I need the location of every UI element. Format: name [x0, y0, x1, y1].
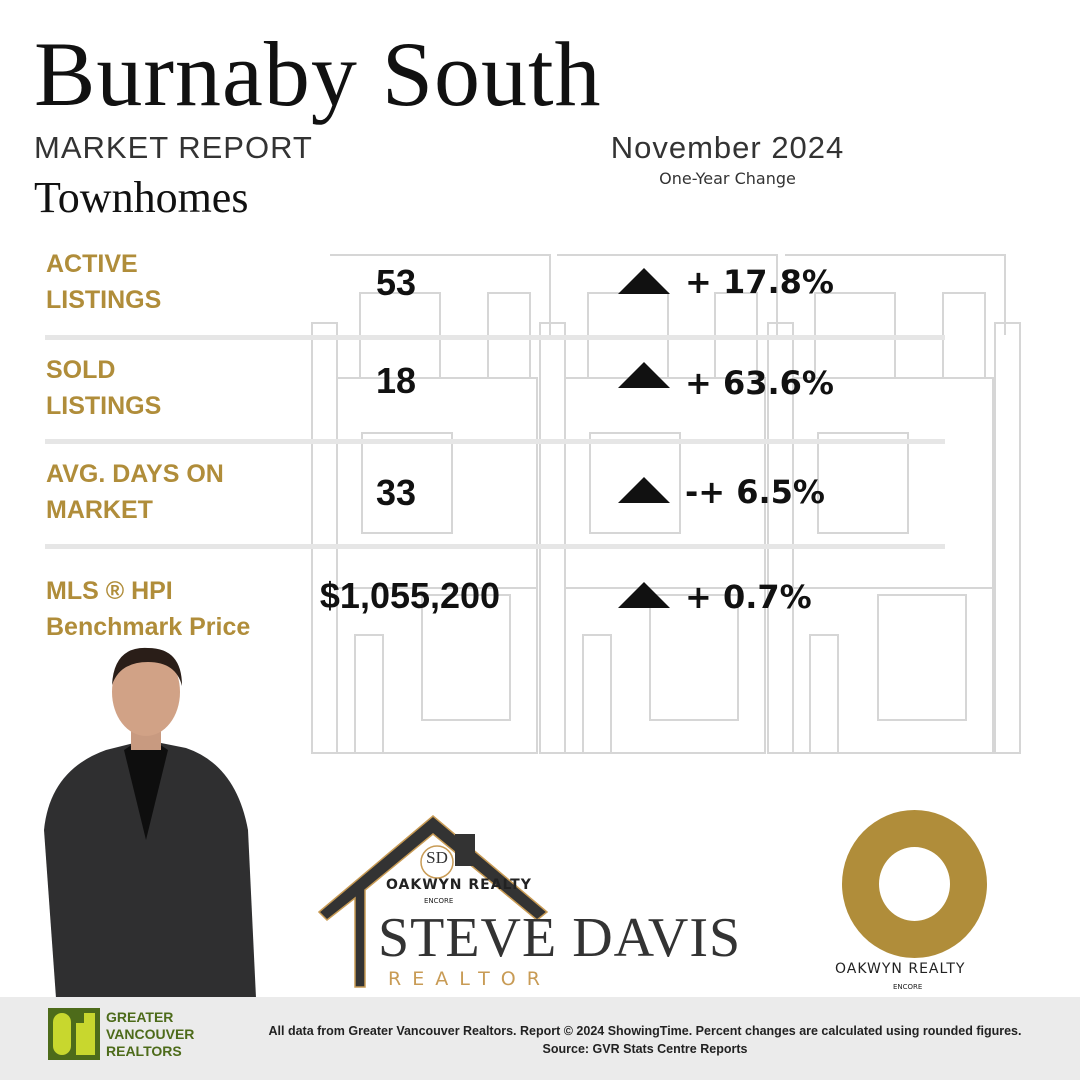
divider [45, 544, 945, 549]
agent-house-logo [317, 815, 549, 988]
stat-change-days-on-market: -+ 6.5% [685, 473, 825, 511]
footer-disclaimer: All data from Greater Vancouver Realtors… [268, 1024, 1022, 1056]
stat-label-benchmark-price: MLS ® HPI Benchmark Price [46, 577, 251, 641]
stat-change-benchmark-price: + 0.7% [685, 578, 812, 616]
agent-monogram: SD [426, 848, 448, 867]
stat-value-sold-listings: 18 [375, 360, 417, 401]
agent-brokerage-sub: ENCORE [424, 897, 454, 905]
report-subtitle: MARKET REPORT [34, 130, 313, 165]
arrow-up-icon [618, 268, 670, 294]
stat-change-active-listings: + 17.8% [685, 263, 834, 301]
agent-title: REALTOR [388, 968, 551, 990]
oakwyn-logo-sub: ENCORE [893, 983, 923, 991]
property-category: Townhomes [34, 173, 249, 222]
divider [45, 335, 945, 340]
stat-value-benchmark-price: $1,055,200 [319, 575, 501, 616]
footer [0, 997, 1080, 1080]
agent-name: STEVE DAVIS [378, 907, 742, 969]
arrow-up-icon [618, 477, 670, 503]
stat-value-days-on-market: 33 [375, 472, 417, 513]
page-title: Burnaby South [34, 23, 602, 125]
gvr-logo-icon [48, 1008, 100, 1060]
change-heading: One-Year Change [659, 169, 796, 188]
divider [45, 439, 945, 444]
agent-photo [44, 647, 256, 998]
stat-value-active-listings: 53 [375, 262, 417, 303]
stat-label-active-listings: ACTIVE LISTINGS [46, 250, 162, 314]
oakwyn-logo-text: OAKWYN REALTY [835, 961, 966, 977]
gvr-logo-text: GREATER VANCOUVER REALTORS [106, 1009, 195, 1059]
stat-change-sold-listings: + 63.6% [685, 364, 834, 402]
oakwyn-ring-logo [842, 810, 987, 958]
arrow-up-icon [618, 362, 670, 388]
stat-label-sold-listings: SOLD LISTINGS [46, 356, 162, 420]
report-month: November 2024 [610, 130, 845, 165]
stat-label-days-on-market: AVG. DAYS ON MARKET [46, 460, 224, 524]
arrow-up-icon [618, 582, 670, 608]
agent-brokerage: OAKWYN REALTY [386, 877, 532, 893]
